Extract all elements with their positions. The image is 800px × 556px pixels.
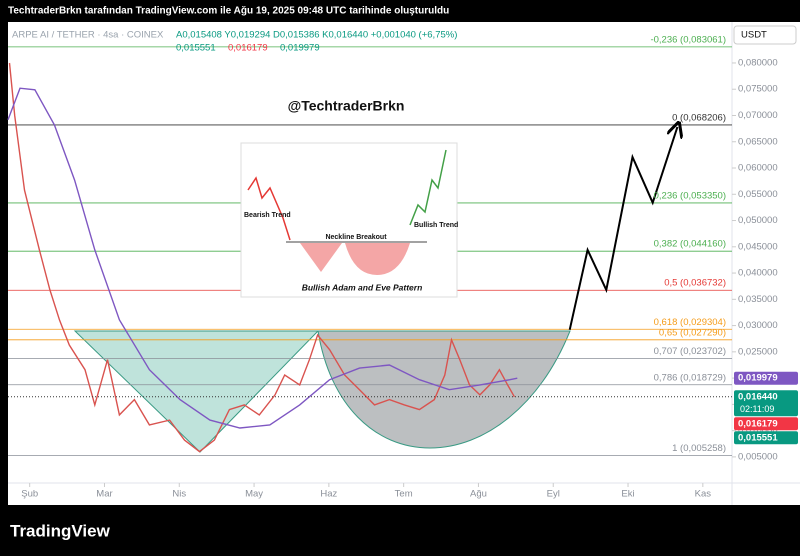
price-tag xyxy=(734,390,798,417)
y-tick-label: 0,075000 xyxy=(738,84,778,95)
y-tick-label: 0,060000 xyxy=(738,163,778,174)
countdown: 02:11:09 xyxy=(740,404,774,414)
inset-frame xyxy=(240,142,458,298)
fib-label: 0,786 (0,018729) xyxy=(654,372,726,383)
currency: USDT xyxy=(741,30,767,41)
indicator-value: 0,019979 xyxy=(280,43,320,54)
logo: TradingView xyxy=(10,521,111,540)
fib-label: 0,382 (0,044160) xyxy=(654,239,726,250)
y-tick-label: 0,070000 xyxy=(738,110,778,121)
fib-label: 0,707 (0,023702) xyxy=(654,346,726,357)
indicator-value: 0,015551 xyxy=(176,43,216,54)
fib-label: 0 (0,068206) xyxy=(672,112,726,123)
x-tick-label: Ağu xyxy=(470,489,487,500)
bearish-trend xyxy=(247,176,291,241)
inset-label: Neckline Breakout xyxy=(325,234,387,241)
fib-label: 0,618 (0,029304) xyxy=(654,317,726,328)
inset-caption: Bullish Adam and Eve Pattern xyxy=(302,282,423,292)
x-tick-label: May xyxy=(245,489,263,500)
fib-label: 0,65 (0,027290) xyxy=(659,327,726,338)
y-tick-label: 0,045000 xyxy=(738,241,778,252)
fib-label: 0,236 (0,053350) xyxy=(654,190,726,201)
y-tick-label: 0,035000 xyxy=(738,294,778,305)
price-tag-label: 0,019979 xyxy=(738,373,778,384)
adam xyxy=(300,243,342,272)
watermark: @TechtraderBrkn xyxy=(288,98,405,114)
right-cup xyxy=(317,330,571,449)
x-tick-label: Kas xyxy=(695,489,712,500)
series-line xyxy=(8,62,516,453)
y-tick-label: 0,005000 xyxy=(738,451,778,462)
y-tick-label: 0,025000 xyxy=(738,346,778,357)
currency-box xyxy=(733,25,797,45)
symbol: ARPE AI / TETHER · 4sa · COINEX xyxy=(12,30,164,41)
indicator-value: 0,016179 xyxy=(228,43,268,54)
fib-label: 1 (0,005258) xyxy=(672,443,726,454)
x-tick-label: Tem xyxy=(395,489,413,500)
x-tick-label: Haz xyxy=(320,489,337,500)
bullish-trend xyxy=(409,149,447,226)
price-tag-label: 0,016179 xyxy=(738,418,778,429)
price-tag xyxy=(734,417,798,431)
price-tag xyxy=(734,431,798,445)
fib-label: -0,236 (0,083061) xyxy=(650,34,726,45)
quote: A0,015408 Y0,019294 D0,015386 K0,016440 … xyxy=(176,30,457,41)
footer xyxy=(0,505,800,556)
y-tick-label: 0,010000 xyxy=(738,425,778,436)
credit: TechtraderBrkn tarafından TradingView.co… xyxy=(8,6,449,17)
y-tick-label: 0,030000 xyxy=(738,320,778,331)
price-tag xyxy=(734,371,798,385)
inset-label: Bearish Trend xyxy=(244,212,291,219)
inset: Bearish Trend Neckline Breakout Bullish … xyxy=(240,142,458,298)
series-line xyxy=(568,127,678,331)
series-line xyxy=(7,87,518,429)
price-tag-label: 0,015551 xyxy=(738,432,778,443)
left-cup xyxy=(73,330,320,453)
eve xyxy=(345,243,410,275)
inset-label: Bullish Trend xyxy=(414,222,458,229)
fib-label: 0,5 (0,036732) xyxy=(664,278,726,289)
x-tick-label: Mar xyxy=(96,489,112,500)
x-tick-label: Şub xyxy=(21,489,38,500)
x-tick-label: Nis xyxy=(172,489,186,500)
plot xyxy=(7,46,732,456)
x-tick-label: Eki xyxy=(621,489,634,500)
y-tick-label: 0,040000 xyxy=(738,268,778,279)
price-tag-label: 0,016440 xyxy=(738,391,778,402)
y-tick-label: 0,065000 xyxy=(738,136,778,147)
y-tick-label: 0,080000 xyxy=(738,57,778,68)
y-tick-label: 0,050000 xyxy=(738,215,778,226)
x-tick-label: Eyl xyxy=(547,489,560,500)
y-tick-label: 0,055000 xyxy=(738,189,778,200)
